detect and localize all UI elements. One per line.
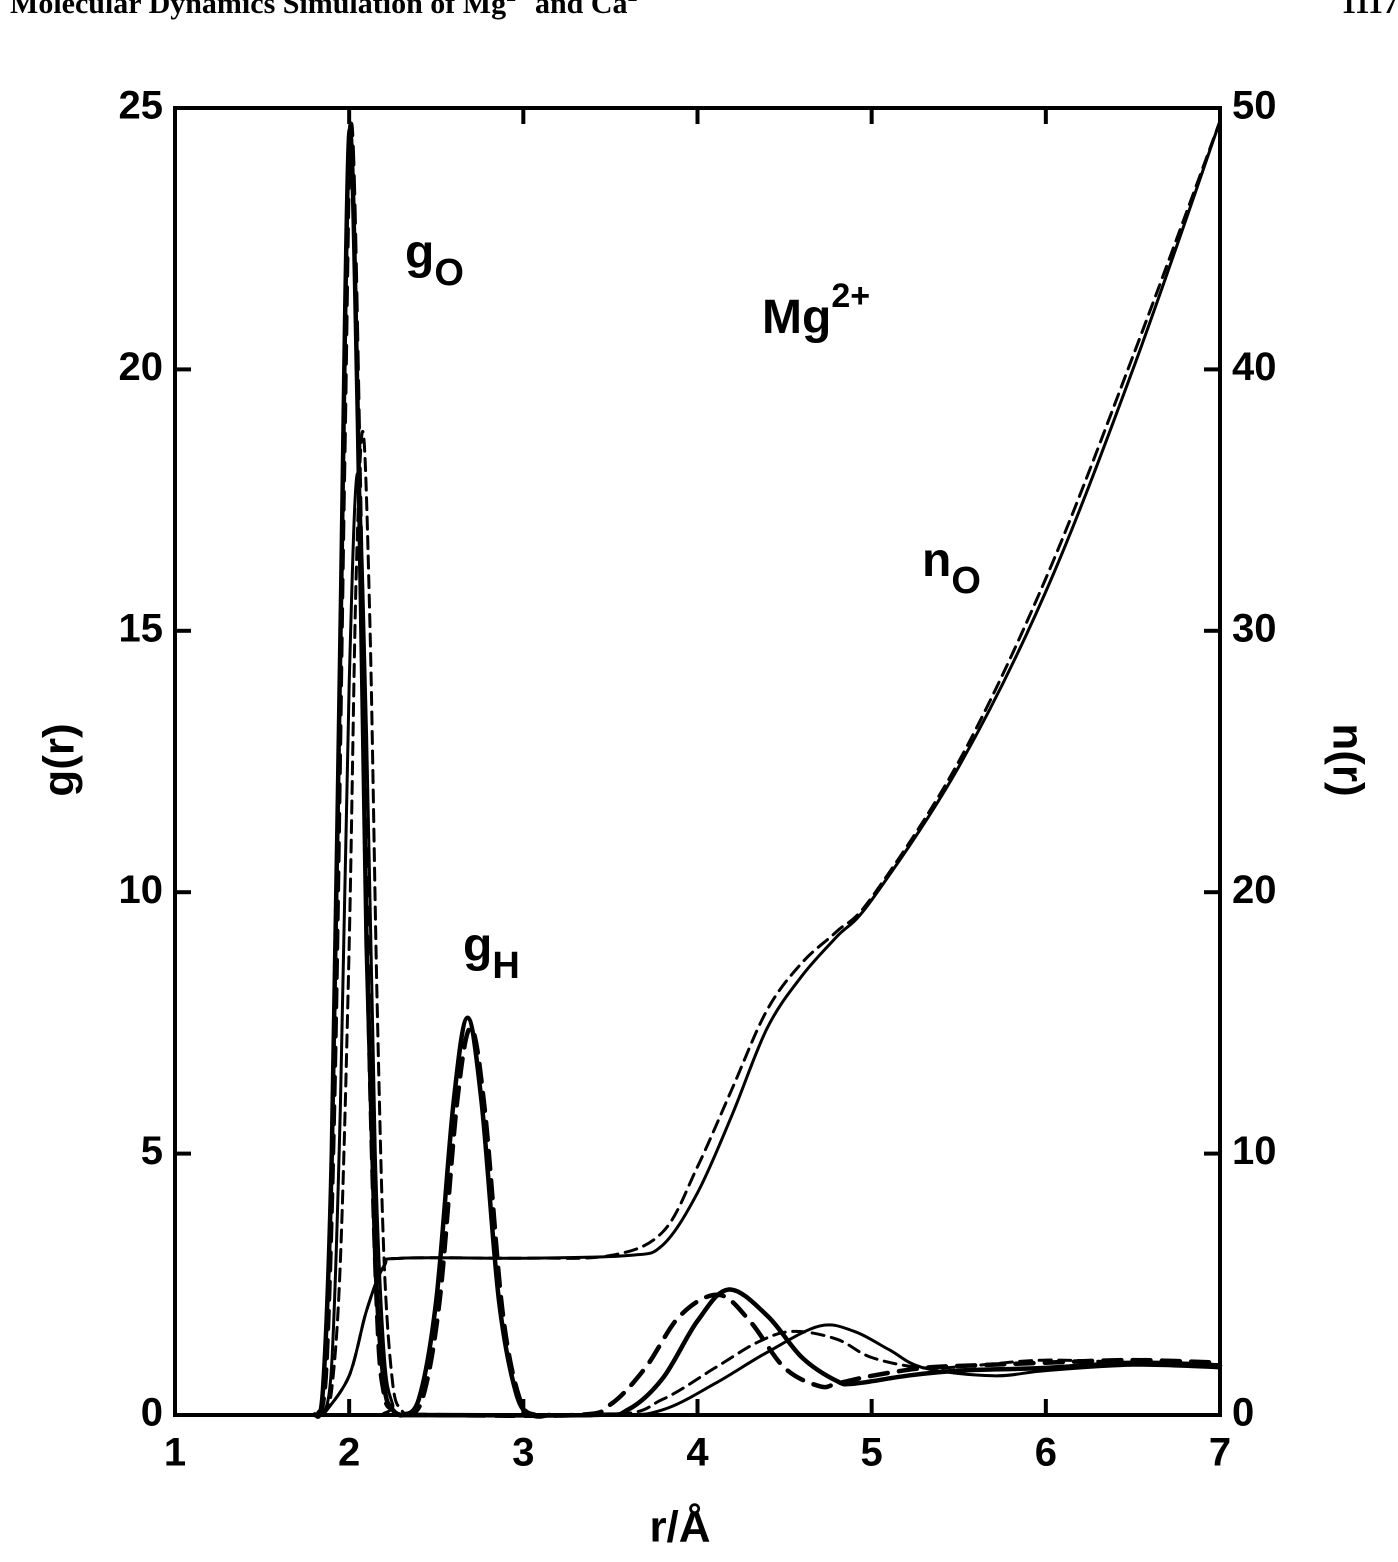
y-axis-label: g(r) — [35, 723, 84, 796]
y2-tick-label: 40 — [1232, 345, 1277, 389]
annotation-text: g — [405, 226, 434, 279]
x-tick-label: 2 — [338, 1431, 360, 1475]
annotation-text: n — [922, 534, 951, 587]
x-tick-label: 4 — [686, 1431, 709, 1475]
n-curve — [321, 119, 1222, 1417]
y2-tick-label: 30 — [1232, 606, 1277, 650]
y2-tick-label: 20 — [1232, 868, 1277, 912]
annotation-text: Mg — [762, 291, 831, 344]
annotation-text: g — [463, 919, 492, 972]
y2-tick-label: 0 — [1232, 1391, 1254, 1435]
y2-axis-label: n(r) — [1323, 723, 1372, 796]
y2-tick-label: 50 — [1232, 84, 1277, 128]
y-tick-label: 0 — [141, 1391, 163, 1435]
x-tick-label: 5 — [861, 1431, 883, 1475]
g-curve — [321, 472, 1222, 1418]
annotation-subscript: O — [434, 252, 464, 294]
header-text: 2+ — [506, 0, 527, 6]
y-tick-label: 25 — [119, 84, 164, 128]
annotation-subscript: O — [951, 560, 981, 602]
y-tick-label: 5 — [141, 1129, 163, 1173]
annotation: nO — [922, 534, 981, 602]
g-curve — [321, 429, 1222, 1418]
x-axis-label: r/Å — [649, 1503, 710, 1552]
annotation-subscript: H — [492, 945, 519, 987]
y-tick-label: 15 — [119, 606, 164, 650]
page-number: 1117 — [1341, 0, 1398, 20]
annotation: gH — [463, 919, 520, 987]
g-curve — [399, 1015, 552, 1419]
annotation-superscript: 2+ — [831, 277, 870, 315]
annotation: gO — [405, 226, 464, 294]
header-text: 2+ — [628, 0, 649, 6]
header-text: Molecular Dynamics Simulation of Mg — [10, 0, 506, 20]
x-tick-label: 1 — [164, 1431, 186, 1475]
x-tick-label: 7 — [1209, 1431, 1231, 1475]
y-tick-label: 20 — [119, 345, 164, 389]
annotation: Mg2+ — [762, 277, 870, 344]
header-text: and Ca — [528, 0, 628, 20]
y-tick-label: 10 — [119, 868, 164, 912]
g-curve — [402, 1025, 556, 1419]
x-tick-label: 6 — [1035, 1431, 1057, 1475]
running-header: Molecular Dynamics Simulation of Mg2+ an… — [10, 0, 649, 20]
x-tick-label: 3 — [512, 1431, 534, 1475]
y2-tick-label: 10 — [1232, 1129, 1277, 1173]
